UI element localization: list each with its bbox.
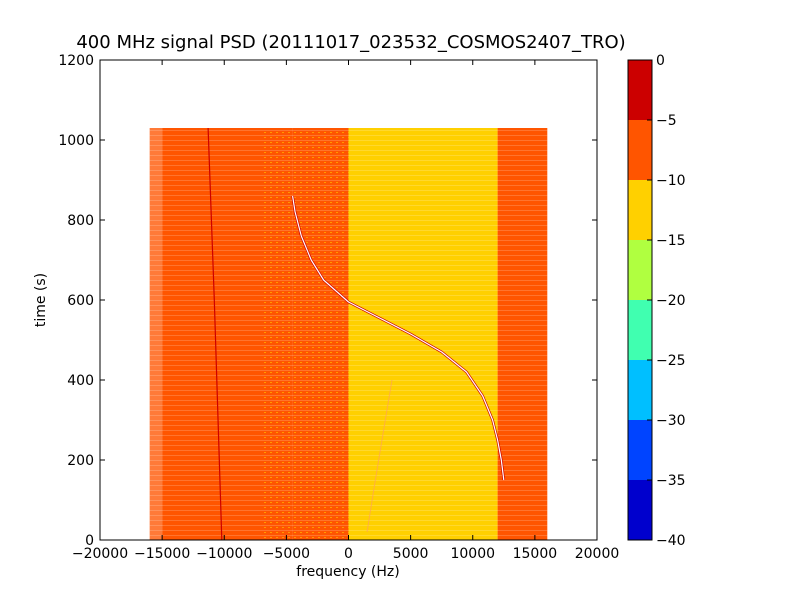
colorbar-tick-label: −30: [656, 413, 686, 429]
colorbar-swatch: [628, 420, 652, 480]
x-tick-label: −10000: [196, 546, 252, 562]
x-axis: −20000 −15000 −10000 −5000 0 5000 10000 15000 20…: [72, 60, 619, 562]
x-tick-label: −20000: [72, 546, 128, 562]
y-tick-label: 1200: [58, 53, 94, 69]
x-tick-label: −15000: [134, 546, 190, 562]
x-tick-label: 0: [344, 546, 353, 562]
colorbar-tick-label: −20: [656, 293, 686, 309]
colorbar-swatch: [628, 120, 652, 180]
signal-curves: [207, 127, 506, 540]
heatmap-texture: [149, 128, 548, 540]
y-tick-label: 0: [85, 533, 94, 549]
speckle-band: [261, 128, 349, 540]
left-edge-fade: [149, 128, 163, 540]
carrier-line: [207, 127, 223, 540]
y-tick-label: 200: [67, 453, 94, 469]
colorbar-tick-label: −5: [656, 113, 677, 129]
chart-title: 400 MHz signal PSD (20111017_023532_COSM…: [76, 32, 625, 53]
colorbar-swatch: [628, 240, 652, 300]
colorbar-tick-label: 0: [656, 53, 665, 69]
x-tick-label: 20000: [575, 546, 620, 562]
colorbar-swatch: [628, 360, 652, 420]
x-tick-label: 10000: [450, 546, 495, 562]
y-axis-label: time (s): [33, 273, 49, 327]
colorbar-swatch: [628, 60, 652, 120]
faint-trace: [366, 379, 393, 533]
colorbar-swatch: [628, 480, 652, 540]
colorbar: −40 −35 −30 −25 −20 −15 −10 −5 0: [627, 53, 686, 549]
x-tick-label: 5000: [393, 546, 429, 562]
x-tick-label: 15000: [513, 546, 558, 562]
colorbar-tick-label: −10: [656, 173, 686, 189]
plot-area: [149, 127, 548, 540]
colorbar-tick-label: −25: [656, 353, 686, 369]
colorbar-swatch: [628, 180, 652, 240]
colorbar-swatch: [628, 300, 652, 360]
colorbar-tick-label: −40: [656, 533, 686, 549]
y-tick-label: 400: [67, 373, 94, 389]
y-axis: 0 200 400 600 800 1000 1200: [58, 53, 597, 549]
colorbar-tick-label: −15: [656, 233, 686, 249]
y-tick-label: 600: [67, 293, 94, 309]
y-tick-label: 800: [67, 213, 94, 229]
x-tick-label: −5000: [263, 546, 310, 562]
y-tick-label: 1000: [58, 133, 94, 149]
colorbar-tick-label: −35: [656, 473, 686, 489]
signal-trace: [292, 195, 505, 481]
x-axis-label: frequency (Hz): [296, 564, 399, 580]
